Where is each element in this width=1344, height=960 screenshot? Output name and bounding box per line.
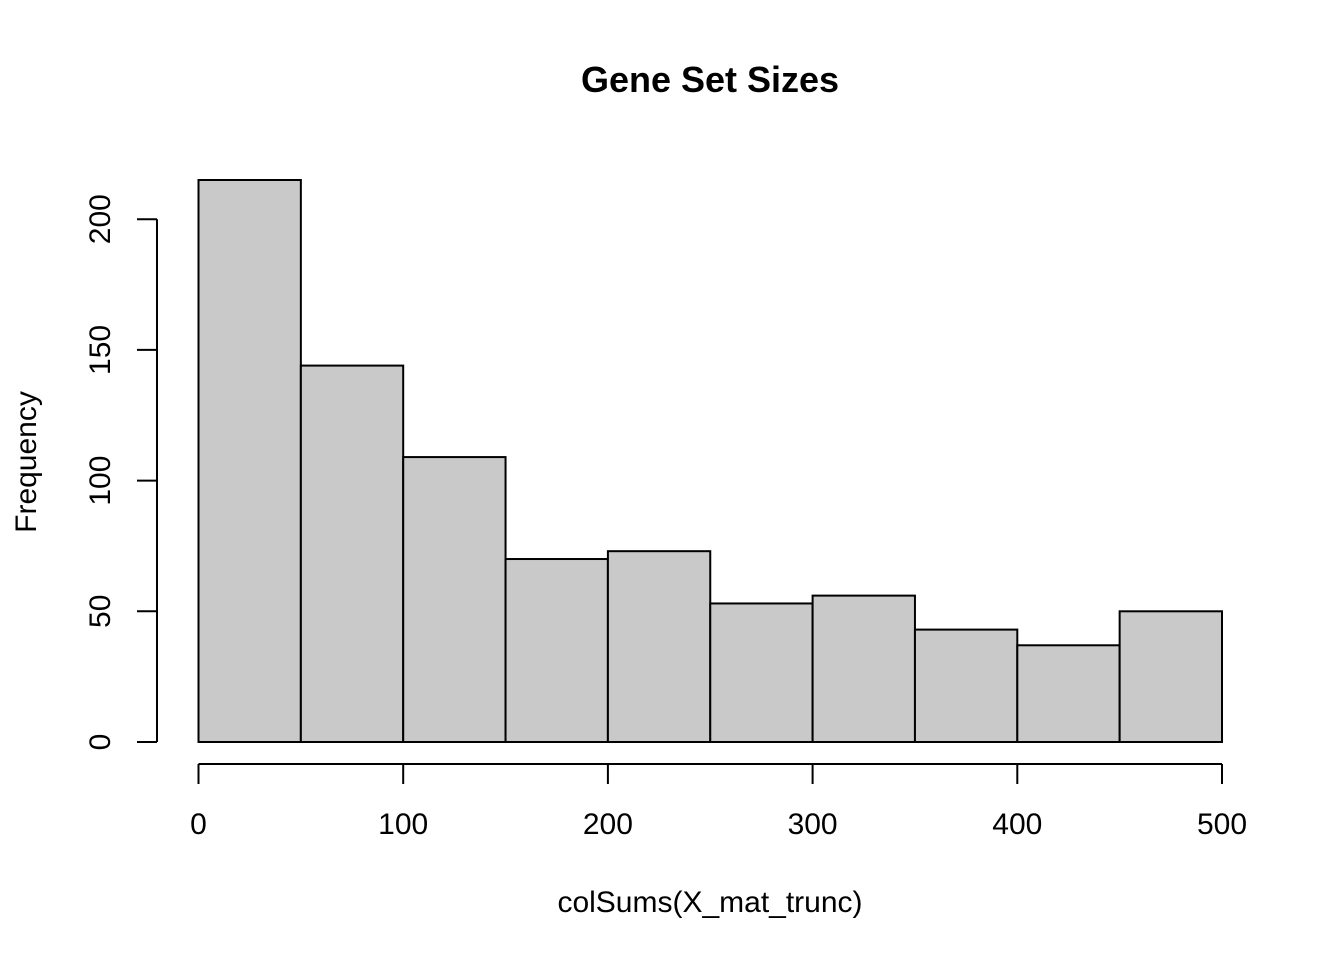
x-tick-label: 100	[378, 808, 428, 841]
x-tick-label: 0	[190, 808, 207, 841]
histogram-bar	[811, 594, 916, 743]
histogram-bar	[1118, 610, 1224, 743]
histogram-bar	[402, 456, 507, 743]
x-tick-label: 400	[992, 808, 1042, 841]
y-tick-label: 100	[84, 456, 117, 506]
x-tick-label: 500	[1197, 808, 1247, 841]
histogram-bar	[606, 550, 712, 743]
chart-title: Gene Set Sizes	[581, 59, 839, 100]
x-axis-label: colSums(X_mat_trunc)	[557, 886, 862, 919]
histogram-bar	[197, 179, 302, 743]
histogram-bar	[709, 602, 814, 743]
histogram-bar	[299, 364, 405, 743]
x-axis: 0 100 200 300 400 500	[190, 763, 1247, 841]
y-tick-label: 200	[84, 194, 117, 244]
y-tick-label: 150	[84, 325, 117, 375]
x-tick-label: 300	[788, 808, 838, 841]
histogram-bar	[913, 628, 1019, 743]
y-tick-label: 0	[84, 734, 117, 751]
y-axis: 0 50 100 150 200	[84, 194, 158, 751]
bars-group	[197, 179, 1224, 743]
y-tick-label: 50	[84, 595, 117, 628]
x-tick-label: 200	[583, 808, 633, 841]
histogram-bar	[1016, 644, 1121, 743]
histogram-bar	[504, 558, 609, 743]
y-axis-label: Frequency	[10, 391, 43, 533]
